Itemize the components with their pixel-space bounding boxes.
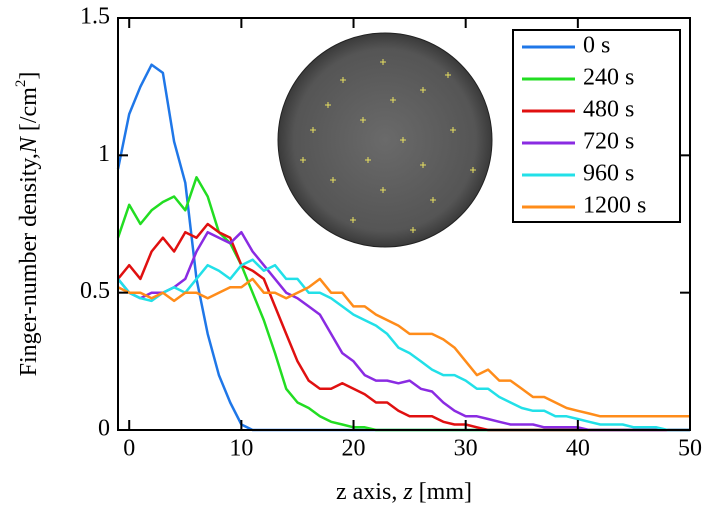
x-tick-label: 40 bbox=[566, 436, 590, 462]
legend-label: 480 s bbox=[583, 97, 634, 123]
y-tick-label: 0.5 bbox=[80, 278, 110, 304]
y-label-sup: 2 bbox=[13, 80, 29, 88]
series-line bbox=[117, 222, 690, 432]
x-label-text: z axis, bbox=[336, 479, 403, 505]
inset-image bbox=[277, 32, 493, 248]
series-line bbox=[117, 277, 690, 418]
series-line bbox=[117, 258, 690, 432]
y-tick-label: 0 bbox=[98, 416, 110, 442]
x-tick-label: 50 bbox=[678, 436, 702, 462]
legend-label: 240 s bbox=[583, 65, 634, 91]
y-tick-label: 1.5 bbox=[80, 4, 110, 30]
y-tick-label: 1 bbox=[98, 141, 110, 167]
plot-frame bbox=[117, 17, 691, 431]
x-tick-label: 0 bbox=[123, 436, 135, 462]
x-tick-label: 10 bbox=[229, 436, 253, 462]
legend-label: 1200 s bbox=[583, 193, 646, 219]
y-label-unit: [/cm bbox=[16, 87, 42, 137]
legend-label: 720 s bbox=[583, 129, 634, 155]
x-label-unit: [mm] bbox=[413, 479, 472, 505]
legend-label: 0 s bbox=[583, 33, 610, 59]
y-label-text: Finger-number density, bbox=[16, 153, 42, 376]
y-label-var: N bbox=[16, 135, 42, 154]
y-axis-label: Finger-number density,N [/cm2] bbox=[13, 72, 41, 377]
x-tick-label: 20 bbox=[342, 436, 366, 462]
y-label-close: ] bbox=[16, 72, 42, 80]
x-axis-label: z axis, z [mm] bbox=[336, 479, 472, 505]
legend-label: 960 s bbox=[583, 161, 634, 187]
x-label-var: z bbox=[402, 479, 413, 505]
legend-box bbox=[512, 29, 681, 223]
x-tick-label: 30 bbox=[454, 436, 478, 462]
